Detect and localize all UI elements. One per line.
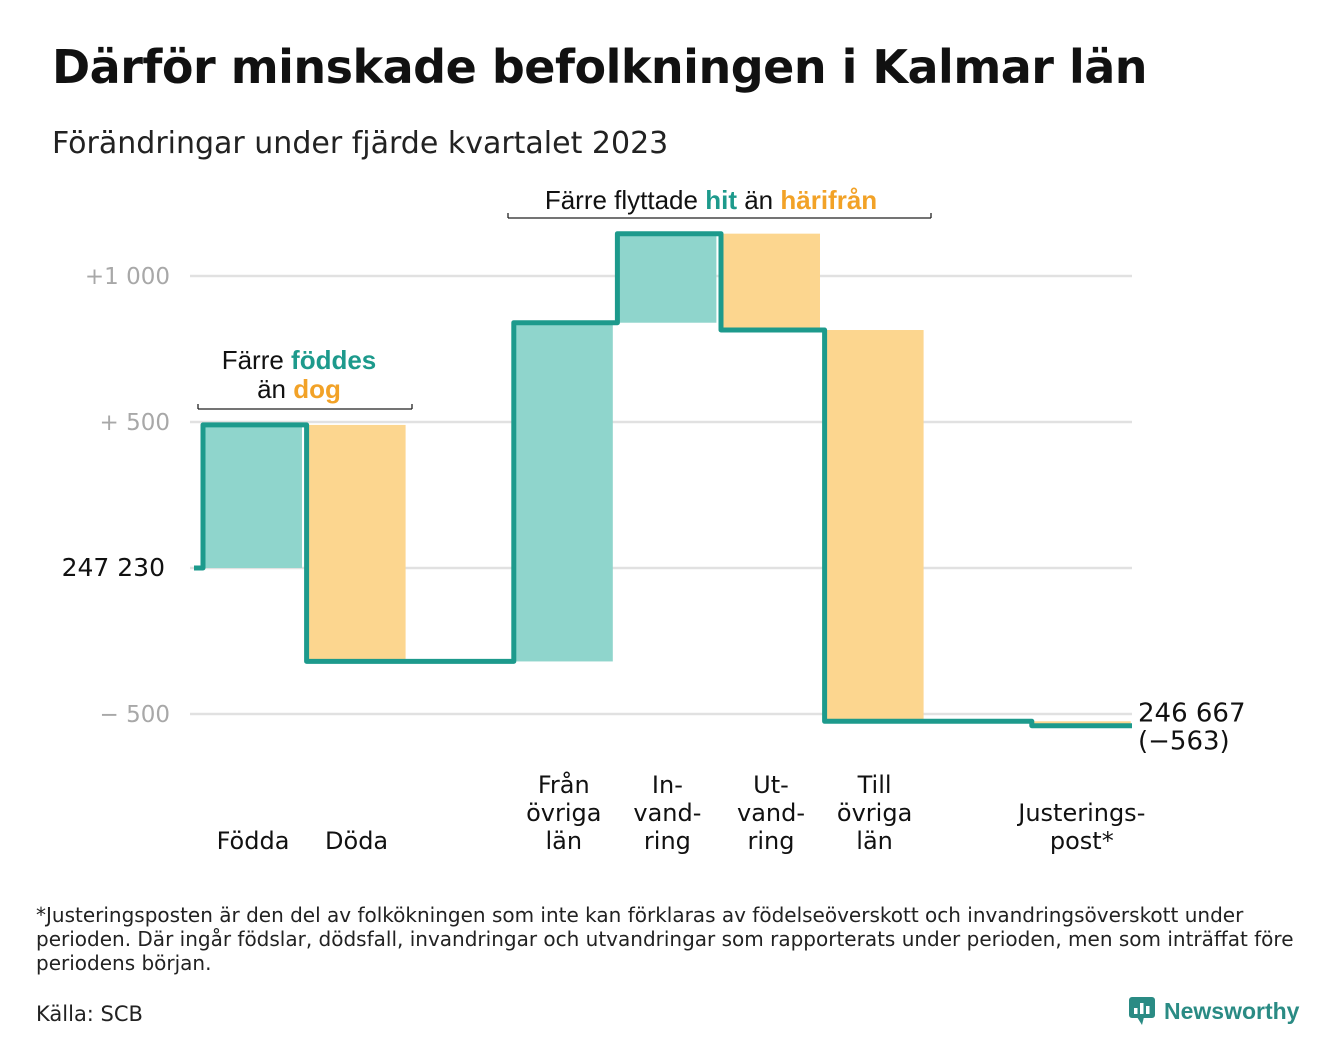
category-label: Justerings-post* (1016, 799, 1145, 855)
births-deaths-annotation-text: Färre föddes (222, 345, 377, 375)
waterfall-bar (202, 424, 302, 568)
category-label: Döda (325, 827, 388, 855)
brand-logo: Newsworthy (1128, 996, 1299, 1026)
waterfall-bar (616, 233, 717, 323)
migration-annotation-text: Färre flyttade hit än härifrån (545, 185, 877, 215)
category-label: Ut-vand-ring (737, 771, 805, 855)
category-label: Födda (217, 827, 290, 855)
waterfall-bar (512, 322, 613, 662)
brand-name: Newsworthy (1164, 997, 1300, 1024)
waterfall-chart: − 500 + 500 +1 000 247 230 Födda Döda Från övri… (62, 185, 1246, 855)
footnote: *Justeringsposten är den del av folkökni… (36, 903, 1294, 975)
waterfall-bar (305, 424, 406, 662)
y-tick-label: + 500 (100, 410, 170, 436)
births-deaths-annotation-text: än dog (257, 374, 341, 404)
category-label: In-vand-ring (633, 771, 701, 855)
end-change-label: (−563) (1138, 727, 1230, 757)
category-label: Från övriga län (526, 770, 601, 855)
y-tick-label: − 500 (100, 702, 170, 728)
start-value-label: 247 230 (62, 553, 165, 582)
newsworthy-logo-icon (1129, 997, 1155, 1025)
waterfall-bar (720, 233, 820, 331)
source-note: Källa: SCB (36, 1002, 143, 1026)
chart-title: Därför minskade befolkningen i Kalmar lä… (52, 40, 1148, 94)
chart-subtitle: Förändringar under fjärde kvartalet 2023 (52, 126, 669, 161)
category-label: Till övriga län (837, 771, 912, 855)
cumulative-step-line (194, 231, 1132, 729)
waterfall-bar (823, 330, 924, 722)
end-value-label: 246 667 (1138, 699, 1246, 729)
y-tick-label: +1 000 (85, 264, 170, 290)
